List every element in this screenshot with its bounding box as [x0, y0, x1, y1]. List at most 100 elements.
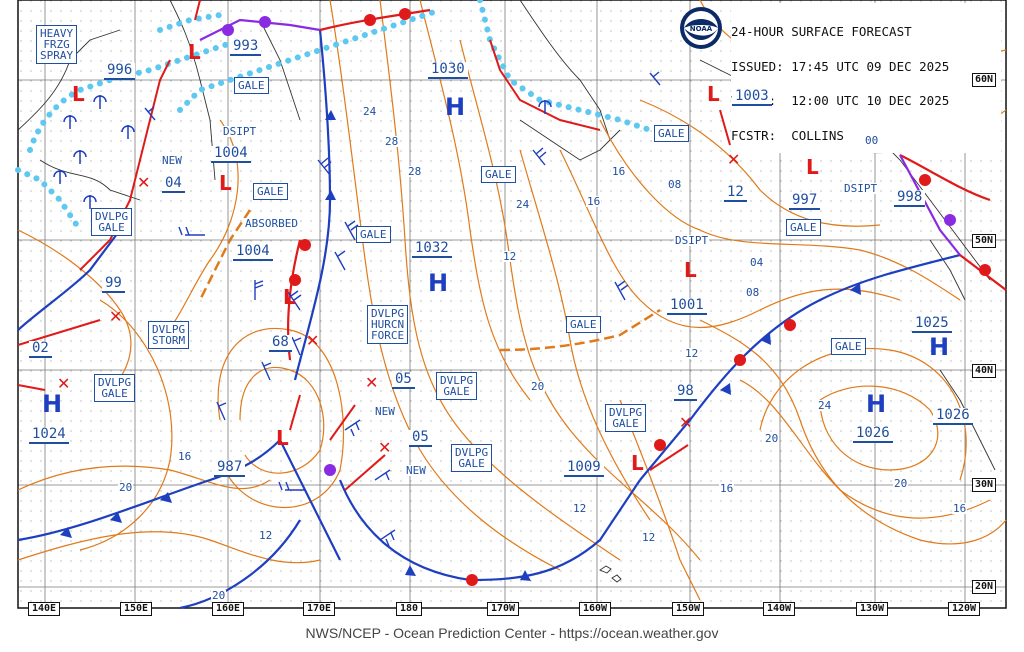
pressure-label: 1004 — [211, 146, 251, 163]
status-label-new: NEW — [405, 464, 427, 477]
forecast-header: 24-HOUR SURFACE FORECAST ISSUED: 17:45 U… — [731, 3, 1001, 153]
cross-marker: ✕ — [109, 307, 123, 326]
lon-label: 150E — [120, 602, 153, 616]
pressure-label: 1026 — [933, 408, 973, 425]
lon-label: 140E — [28, 602, 61, 616]
status-label-new: NEW — [161, 154, 183, 167]
isobar-value: 16 — [586, 195, 602, 208]
warning-gale: GALE — [654, 125, 689, 142]
pressure-label: 1025 — [912, 316, 952, 333]
warning-heavy-freezing-spray: HEAVY FRZG SPRAY — [36, 25, 78, 64]
warning-developing-storm: DVLPG STORM — [148, 321, 190, 349]
warning-gale: GALE — [234, 77, 269, 94]
cross-marker: ✕ — [306, 331, 320, 350]
warning-gale: GALE — [786, 219, 821, 236]
pressure-label: 68 — [269, 335, 292, 352]
pressure-label: 99 — [102, 276, 125, 293]
pressure-label: 1026 — [853, 426, 893, 443]
isobar-value: 08 — [667, 178, 683, 191]
lat-label: 50N — [972, 234, 997, 248]
isobar-value: 04 — [749, 256, 765, 269]
footer-credit: NWS/NCEP - Ocean Prediction Center - htt… — [305, 625, 719, 641]
noaa-logo: NOAA — [680, 7, 722, 49]
pressure-label: 998 — [894, 190, 926, 207]
header-issued: ISSUED: 17:45 UTC 09 DEC 2025 — [731, 58, 950, 74]
pressure-label: 12 — [724, 185, 747, 202]
warning-gale: GALE — [356, 226, 391, 243]
warning-developing-gale: DVLPG GALE — [451, 444, 493, 472]
ice-limit — [79, 39, 601, 271]
low-pressure-center: L — [188, 40, 201, 64]
low-pressure-center: L — [631, 451, 644, 475]
isobar-value: 12 — [502, 250, 518, 263]
header-title: 24-HOUR SURFACE FORECAST — [731, 24, 912, 39]
isobar-value: 16 — [952, 502, 968, 515]
lon-label: 140W — [763, 602, 796, 616]
low-pressure-center: L — [707, 82, 720, 106]
lon-label: 120W — [948, 602, 981, 616]
warning-developing-hurricane-force: DVLPG HURCN FORCE — [367, 305, 409, 344]
lon-label: 130W — [856, 602, 889, 616]
front-symbols — [60, 8, 991, 586]
ice-accretion-symbols — [53, 95, 552, 209]
lat-label: 20N — [972, 580, 997, 594]
pressure-label: 997 — [789, 193, 821, 210]
warning-gale: GALE — [253, 183, 288, 200]
pressure-label: 1004 — [233, 244, 273, 261]
warning-developing-gale: DVLPG GALE — [94, 374, 136, 402]
isobar-value: 20 — [893, 477, 909, 490]
cross-marker: ✕ — [378, 438, 392, 457]
warning-gale: GALE — [566, 316, 601, 333]
pressure-label: 04 — [162, 176, 185, 193]
lon-label: 170W — [487, 602, 520, 616]
pressure-label: 996 — [104, 63, 136, 80]
pressure-label: 05 — [409, 430, 432, 447]
isobar-value: 12 — [258, 529, 274, 542]
lat-label: 60N — [972, 73, 997, 87]
low-pressure-center: L — [276, 426, 289, 450]
cross-marker: ✕ — [57, 374, 71, 393]
header-forecaster: FCSTR: COLLINS — [731, 127, 844, 143]
status-label-dissipating: DSIPT — [674, 234, 710, 247]
lon-label: 160E — [212, 602, 245, 616]
isobar-value: 28 — [384, 135, 400, 148]
lon-label: 160W — [579, 602, 612, 616]
warning-developing-gale: DVLPG GALE — [605, 404, 647, 432]
lat-label: 40N — [972, 364, 997, 378]
noaa-logo-text: NOAA — [690, 25, 713, 33]
pressure-label: 05 — [392, 372, 415, 389]
low-pressure-center: L — [684, 258, 697, 282]
isobar-value: 24 — [362, 105, 378, 118]
cross-marker: ✕ — [727, 150, 741, 169]
isobar-value: 28 — [407, 165, 423, 178]
status-label-dissipating: DSIPT — [222, 125, 258, 138]
cross-marker: ✕ — [137, 173, 151, 192]
pressure-label: 1030 — [428, 62, 468, 79]
lon-label: 150W — [672, 602, 705, 616]
pressure-label: 1001 — [667, 298, 707, 315]
lon-label: 170E — [303, 602, 336, 616]
isobar-value: 08 — [745, 286, 761, 299]
cross-marker: ✕ — [679, 413, 693, 432]
isobar-value: 16 — [177, 450, 193, 463]
pressure-label: 98 — [674, 384, 697, 401]
isobar-value: 12 — [641, 531, 657, 544]
high-pressure-center: H — [445, 93, 466, 121]
cross-marker: ✕ — [365, 373, 379, 392]
high-pressure-center: H — [929, 333, 950, 361]
pressure-label: 993 — [230, 39, 262, 56]
low-pressure-center: L — [72, 82, 85, 106]
high-pressure-center: H — [42, 390, 63, 418]
status-label-absorbed: ABSORBED — [244, 217, 299, 230]
isobar-value: 00 — [864, 134, 880, 147]
low-pressure-center: L — [219, 171, 232, 195]
warning-gale: GALE — [481, 166, 516, 183]
pressure-label: 1009 — [564, 460, 604, 477]
pressure-label: 02 — [29, 341, 52, 358]
pressure-label: 1032 — [412, 241, 452, 258]
status-label-dissipating: DSIPT — [843, 182, 879, 195]
isobar-value: 16 — [611, 165, 627, 178]
ice-edge — [15, 0, 653, 233]
isobar-value: 12 — [684, 347, 700, 360]
isobar-value: 24 — [515, 198, 531, 211]
